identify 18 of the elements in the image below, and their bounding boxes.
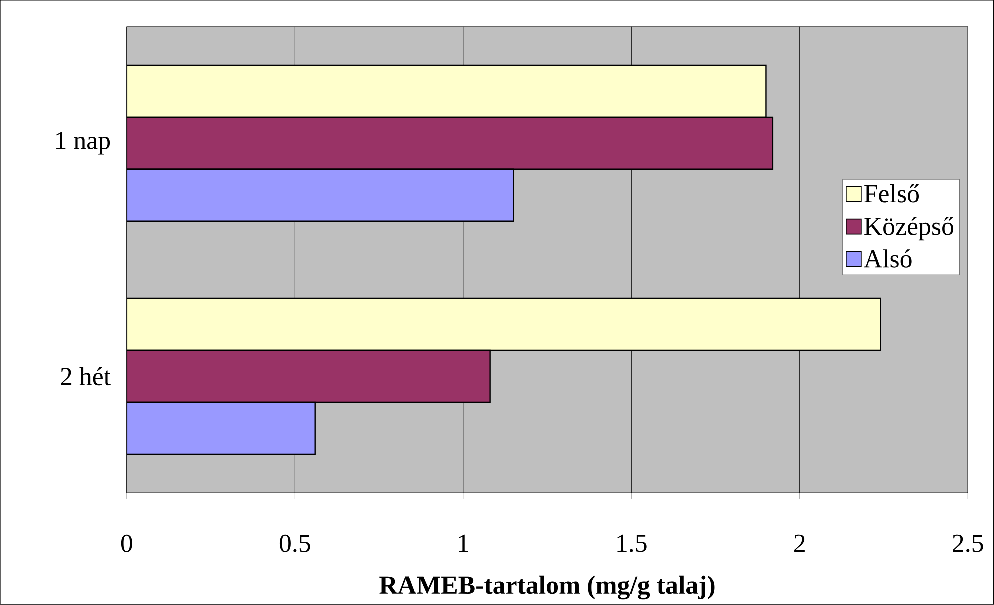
legend-label: Alsó (864, 249, 912, 268)
x-tick-label: 1 (459, 534, 468, 552)
y-tick-label: 1 nap (56, 132, 110, 155)
bar (126, 116, 774, 170)
legend-label: Felső (864, 184, 920, 203)
x-tick-label: 2.5 (953, 534, 984, 552)
x-tick-label: 0.5 (280, 534, 310, 552)
x-tick-label: 1.5 (618, 534, 647, 552)
bar (126, 350, 491, 403)
y-tick-label: 2 hét (61, 367, 111, 386)
bar (126, 168, 514, 222)
x-tick-label: 2 (794, 534, 805, 552)
x-tick-label: 0 (121, 534, 132, 552)
bar (126, 64, 767, 118)
x-axis-title: RAMEB-tartalom (mg/g talaj) (380, 576, 715, 600)
legend-label: Középső (864, 216, 954, 240)
bar (126, 298, 882, 351)
bar (126, 402, 316, 455)
